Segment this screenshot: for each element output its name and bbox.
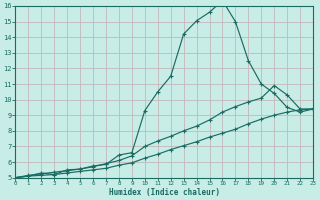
- X-axis label: Humidex (Indice chaleur): Humidex (Indice chaleur): [109, 188, 220, 197]
